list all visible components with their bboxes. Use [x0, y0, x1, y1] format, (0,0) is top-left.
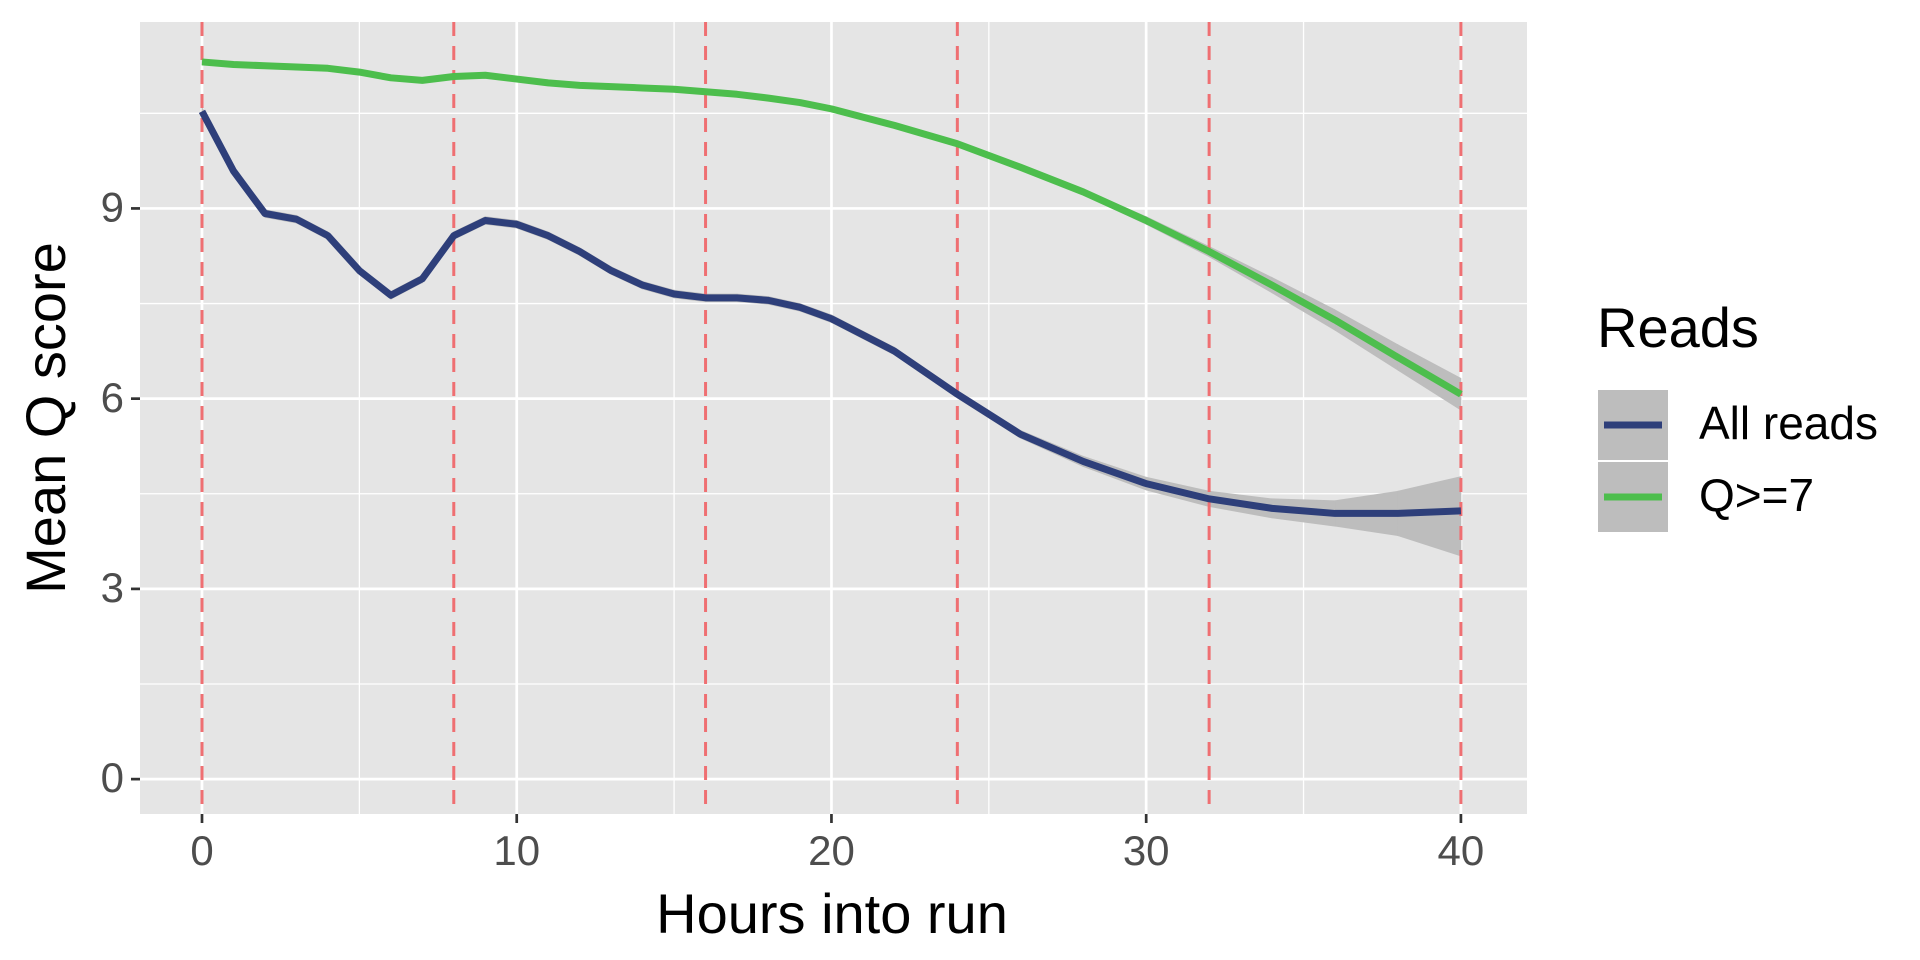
data-line [198, 109, 1462, 517]
y-axis-title: Mean Q score [14, 242, 77, 594]
legend-label: All reads [1699, 397, 1878, 449]
x-tick-label: 20 [808, 827, 855, 874]
x-tick-label: 0 [190, 827, 213, 874]
x-tick-label: 40 [1438, 827, 1485, 874]
confidence-band [1397, 476, 1462, 557]
legend-label: Q>=7 [1699, 469, 1814, 521]
x-tick-label: 10 [493, 827, 540, 874]
y-tick-label: 6 [101, 374, 124, 421]
plot-panel [140, 22, 1527, 814]
data-line [201, 58, 1463, 398]
y-tick-label: 3 [101, 564, 124, 611]
y-tick-label: 0 [101, 754, 124, 801]
legend-title: Reads [1597, 296, 1759, 359]
y-tick-label: 9 [101, 184, 124, 231]
x-axis-title: Hours into run [656, 882, 1008, 945]
x-tick-label: 30 [1123, 827, 1170, 874]
